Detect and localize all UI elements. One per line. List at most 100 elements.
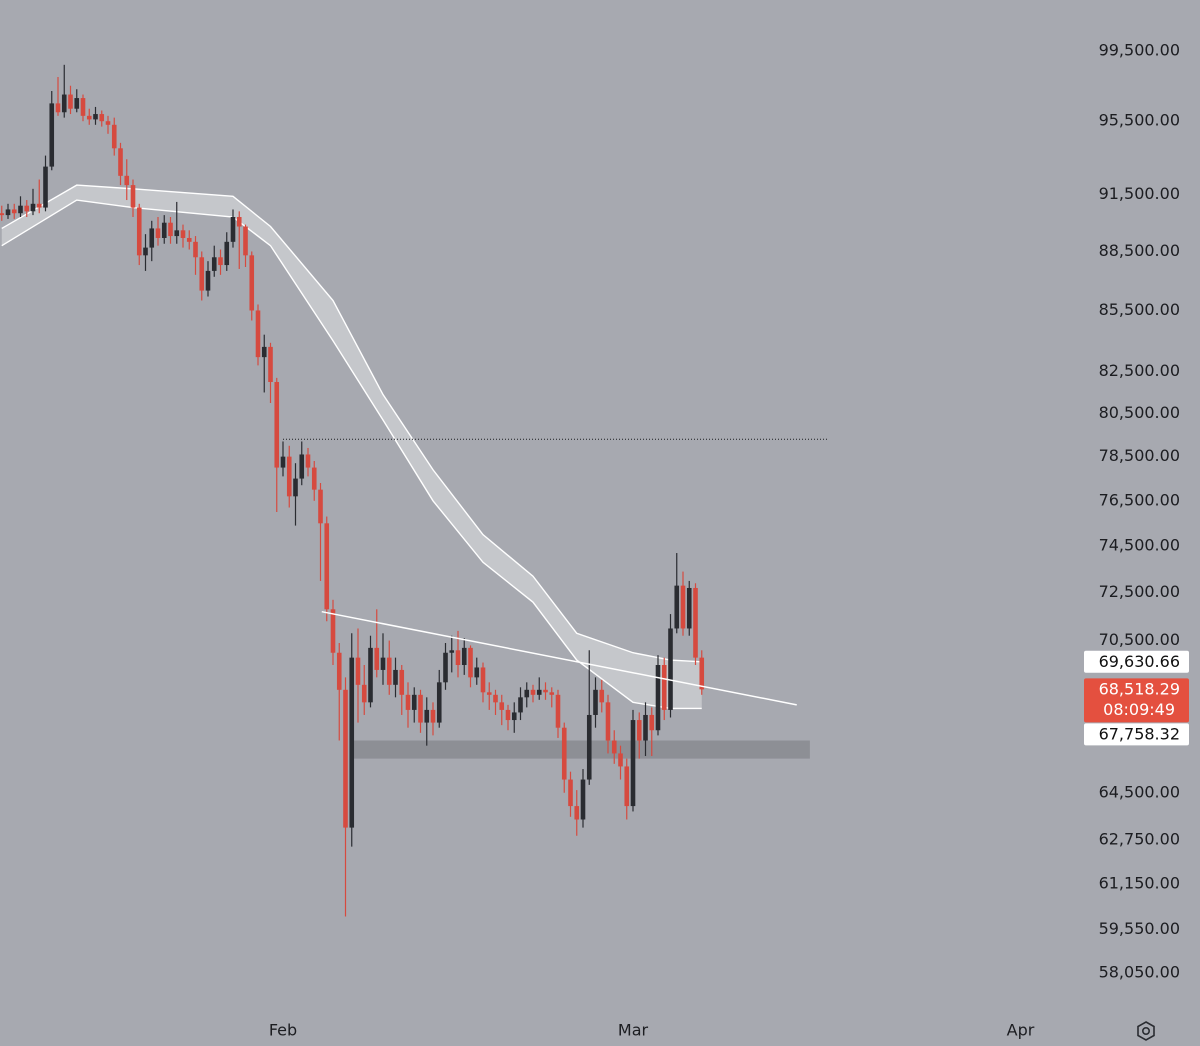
candle-body [493,694,498,703]
candle-body [230,217,236,242]
candle-body [511,712,517,721]
candle-body [55,103,61,113]
candle-body [24,205,30,212]
candle-body [205,270,211,291]
candle-body [580,779,586,820]
candle-body [649,714,655,731]
candle-body [0,213,5,216]
candle-body [436,682,442,723]
candle-body [561,727,567,780]
candle-body [193,241,198,258]
candle-body [318,489,323,524]
candle-body [393,669,398,685]
candle-body [61,94,67,113]
x-tick-label: Apr [1007,1021,1035,1040]
candle-body [661,665,667,710]
candle-body [161,222,167,238]
candle-body [280,456,286,468]
candle-body [424,709,430,723]
y-tick-label: 59,550.00 [1099,919,1180,938]
y-tick-label: 64,500.00 [1099,782,1180,801]
candle-body [605,702,611,741]
candle-body [630,720,636,807]
candle-body [143,247,148,256]
candle-body [99,114,105,122]
candle-body [536,689,542,695]
candle-body [336,652,342,690]
support-zone [349,740,810,759]
candle-body [311,467,317,490]
candle-body [480,667,486,693]
candle-body [149,228,155,248]
candle-body [243,226,248,256]
candle-body [218,257,223,266]
settings-hex[interactable] [1137,1021,1155,1041]
candle-body [574,806,580,820]
candle-body [524,689,530,698]
candle-body [418,694,423,723]
y-tick-label: 82,500.00 [1099,361,1180,380]
candle-body [405,694,411,710]
y-tick-label: 88,500.00 [1099,241,1180,260]
candle-body [686,587,692,629]
price-label-box [1084,723,1189,746]
y-tick-label: 76,500.00 [1099,490,1180,509]
y-tick-label: 95,500.00 [1099,111,1180,130]
candle-body [305,454,311,468]
candle-body [643,714,648,741]
candle-body [599,689,605,703]
x-tick-label: Feb [269,1021,297,1040]
settings-icon[interactable] [1137,1021,1155,1041]
candle-body [136,207,142,256]
candle-body [624,766,630,807]
candle-body [593,689,598,715]
settings-dot[interactable] [1141,1026,1151,1036]
candle-body [299,454,305,479]
candle-body [261,346,267,358]
candle-body [455,650,461,666]
price-label: 68,518.29 [1099,679,1180,698]
candle-body [443,652,448,683]
countdown: 08:09:49 [1103,700,1175,719]
candle-body [349,657,355,828]
candle-body [186,237,192,242]
candle-body [668,628,673,710]
candle-body [486,692,492,695]
y-tick-label: 80,500.00 [1099,403,1180,422]
candle-body [499,702,505,710]
candle-body [468,647,473,678]
price-label: 67,758.32 [1099,724,1180,743]
candle-body [268,346,273,382]
candle-body [293,478,298,497]
candle-body [474,667,480,678]
candle-body [74,98,80,109]
candle-body [568,779,573,807]
candle-body [93,114,98,120]
candle-body [118,148,123,176]
candle-body [255,310,261,358]
candle-body [249,255,255,311]
y-tick-label: 62,750.00 [1099,829,1180,848]
candle-body [36,203,42,208]
candle-body [130,185,136,208]
y-tick-label: 99,500.00 [1099,40,1180,59]
candle-body [699,657,705,690]
candle-body [105,121,111,125]
candle-body [68,94,73,109]
candle-body [274,381,280,468]
candle-body [611,740,617,754]
y-tick-label: 58,050.00 [1099,963,1180,982]
candle-body [374,647,380,670]
candle-body [180,230,186,238]
candle-body [618,753,623,767]
candle-body [168,222,173,237]
candle-body [461,647,467,666]
candle-body [80,98,86,116]
y-tick-label: 72,500.00 [1099,582,1180,601]
candle-body [399,669,405,695]
candle-body [155,228,161,238]
candle-body [586,714,592,780]
candle-body [236,217,242,227]
